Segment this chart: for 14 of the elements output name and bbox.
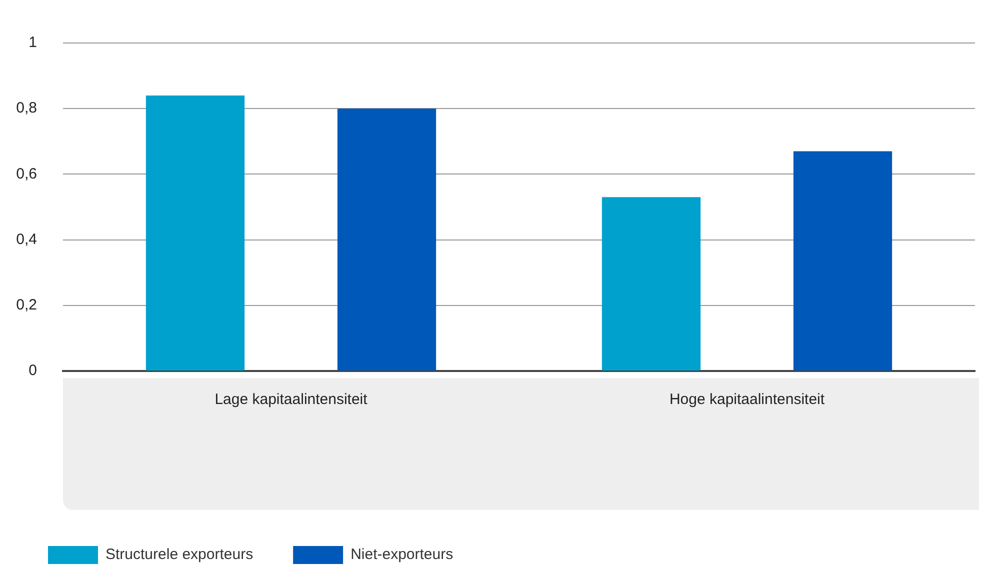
legend-label: Structurele exporteurs (106, 546, 254, 564)
bar (602, 197, 701, 370)
y-tick-label: 0 (28, 362, 37, 380)
bar (146, 95, 245, 370)
x-tick-label: Hoge kapitaalintensiteit (669, 391, 826, 408)
y-tick-label: 0,8 (16, 100, 37, 117)
y-tick-label: 0,6 (16, 165, 37, 182)
y-tick-label: 1 (28, 34, 37, 52)
y-tick-label: 0,4 (16, 230, 37, 248)
x-tick-label: Lage kapitaalintensiteit (214, 391, 368, 408)
bar (793, 151, 892, 370)
y-tick-label: 0,2 (16, 296, 37, 314)
bar (337, 108, 436, 370)
legend-label: Niet-exporteurs (350, 546, 454, 564)
